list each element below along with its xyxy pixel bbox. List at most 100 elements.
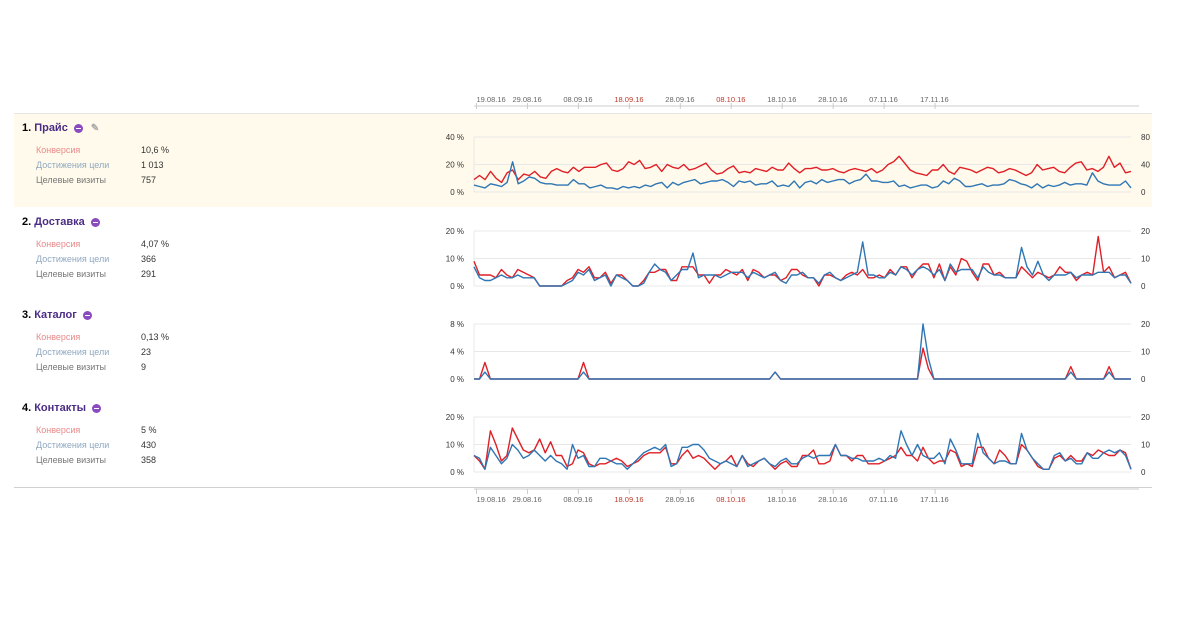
stat-conversion: Конверсия 5 % [22, 425, 422, 440]
conversion-line [473, 427, 1132, 470]
goal-title[interactable]: 4. Контакты [22, 402, 422, 414]
metrika-badge-icon [92, 403, 102, 413]
divider-bottom [14, 487, 1152, 488]
chart-1: 40 % 20 % 0 % 80 40 0 [446, 133, 1151, 197]
stat-visits-label: Целевые визиты [36, 175, 106, 185]
stat-reach: Достижения цели 23 [22, 347, 422, 362]
stat-visits-value: 291 [141, 269, 157, 279]
goal-name[interactable]: Доставка [34, 216, 85, 228]
stat-conversion-label: Конверсия [36, 332, 81, 342]
date-tick-label: 07.11.16 [869, 95, 898, 104]
stat-reach-value: 366 [141, 254, 157, 264]
date-tick-label: 18.10.16 [767, 495, 796, 504]
y-tick-left: 0 % [450, 468, 464, 477]
stat-visits-label: Целевые визиты [36, 455, 106, 465]
chart-2: 20 % 10 % 0 % 20 10 0 [446, 227, 1151, 291]
goal-name[interactable]: Каталог [34, 309, 77, 321]
date-tick-label: 19.08.16 [477, 95, 506, 104]
stat-conversion-value: 0,13 % [141, 332, 170, 342]
metrika-badge-icon [73, 123, 83, 133]
conversion-line [473, 235, 1132, 287]
stat-conversion-label: Конверсия [36, 425, 81, 435]
date-tick-label: 19.08.16 [477, 495, 506, 504]
stat-visits-value: 9 [141, 362, 147, 372]
stat-visits: Целевые визиты 358 [22, 455, 422, 470]
stat-reach-value: 1 013 [141, 160, 164, 170]
stat-conversion-label: Конверсия [36, 239, 81, 249]
y-tick-left: 0 % [450, 375, 464, 384]
y-tick-left: 10 % [446, 441, 464, 450]
goal-index: 2. [22, 216, 32, 228]
y-tick-right: 10 [1141, 255, 1150, 264]
stat-reach-value: 430 [141, 440, 157, 450]
reach-line [473, 241, 1132, 287]
stat-reach-label: Достижения цели [36, 160, 110, 170]
stat-conversion: Конверсия 4,07 % [22, 239, 422, 254]
goal-index: 4. [22, 402, 32, 414]
date-tick-label: 28.10.16 [818, 495, 847, 504]
stat-reach: Достижения цели 366 [22, 254, 422, 269]
stat-reach-label: Достижения цели [36, 254, 110, 264]
y-tick-right: 40 [1141, 161, 1150, 170]
y-tick-left: 8 % [450, 320, 464, 329]
y-tick-right: 0 [1141, 468, 1146, 477]
divider-top [14, 113, 1152, 114]
stat-conversion: Конверсия 10,6 % [22, 145, 422, 160]
reach-line [474, 323, 1131, 380]
goal-index: 1. [22, 122, 32, 134]
stat-visits-value: 757 [141, 175, 157, 185]
chart-4: 20 % 10 % 0 % 20 10 0 [446, 413, 1151, 477]
y-tick-left: 20 % [446, 227, 464, 236]
y-tick-right: 20 [1141, 320, 1150, 329]
stat-conversion-value: 5 % [141, 425, 157, 435]
date-tick-label: 17.11.16 [920, 95, 949, 104]
metrika-badge-icon [82, 310, 92, 320]
y-tick-left: 10 % [446, 255, 464, 264]
goal-title[interactable]: 3. Каталог [22, 309, 422, 321]
goal-item: 4. Контакты Конверсия 5 % Достижения цели 430… [22, 402, 422, 470]
date-tick-label: 28.10.16 [818, 95, 847, 104]
y-tick-right: 20 [1141, 227, 1150, 236]
stat-visits: Целевые визиты 291 [22, 269, 422, 284]
goal-item: 3. Каталог Конверсия 0,13 % Достижения цели 2… [22, 309, 422, 377]
goal-name[interactable]: Контакты [34, 402, 87, 414]
y-tick-right: 0 [1141, 282, 1146, 291]
metrika-badge-icon [90, 217, 100, 227]
goal-title[interactable]: 2. Доставка [22, 216, 422, 228]
date-tick-label: 08.10.16 [716, 495, 745, 504]
stat-visits: Целевые визиты 757 [22, 175, 422, 190]
date-tick-label: 29.08.16 [512, 95, 541, 104]
goal-index: 3. [22, 309, 32, 321]
y-tick-left: 20 % [446, 161, 464, 170]
date-tick-label: 08.09.16 [563, 495, 592, 504]
y-tick-right: 80 [1141, 133, 1150, 142]
goal-item: 1. Прайс ✎ Конверсия 10,6 % Достижения цели 1 … [22, 122, 422, 190]
y-tick-right: 0 [1141, 375, 1146, 384]
y-tick-left: 0 % [450, 188, 464, 197]
y-tick-right: 20 [1141, 413, 1150, 422]
stat-reach-label: Достижения цели [36, 347, 110, 357]
stat-reach: Достижения цели 1 013 [22, 160, 422, 175]
y-tick-left: 20 % [446, 413, 464, 422]
goal-name[interactable]: Прайс [34, 122, 68, 134]
stat-reach: Достижения цели 430 [22, 440, 422, 455]
date-tick-label: 17.11.16 [920, 495, 949, 504]
conversion-line [474, 347, 1131, 380]
stat-visits-label: Целевые визиты [36, 269, 106, 279]
stat-conversion-label: Конверсия [36, 145, 81, 155]
date-tick-label: 07.11.16 [869, 495, 898, 504]
date-tick-label: 28.09.16 [665, 495, 694, 504]
pencil-icon[interactable]: ✎ [90, 122, 100, 134]
y-tick-left: 0 % [450, 282, 464, 291]
stat-conversion: Конверсия 0,13 % [22, 332, 422, 347]
date-tick-label: 18.09.16 [614, 495, 643, 504]
reach-line [473, 430, 1132, 470]
stat-reach-label: Достижения цели [36, 440, 110, 450]
reach-line [473, 161, 1132, 191]
stat-visits: Целевые визиты 9 [22, 362, 422, 377]
stat-conversion-value: 4,07 % [141, 239, 170, 249]
goal-item: 2. Доставка Конверсия 4,07 % Достижения цели… [22, 216, 422, 284]
goal-title[interactable]: 1. Прайс ✎ [22, 122, 422, 134]
